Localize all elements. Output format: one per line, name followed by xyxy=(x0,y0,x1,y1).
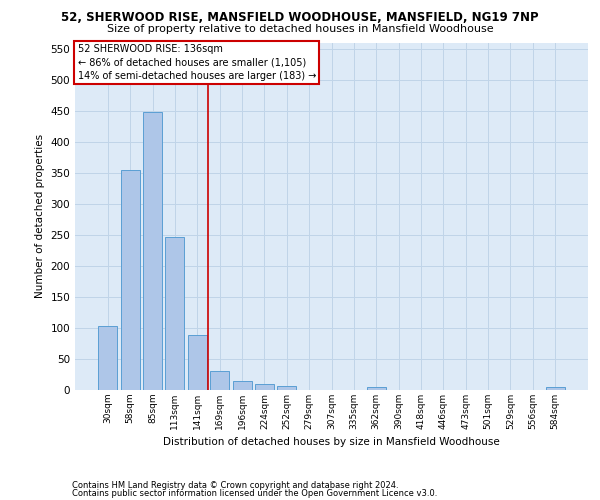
Bar xyxy=(210,372,229,390)
Bar xyxy=(255,384,274,390)
Text: 52 SHERWOOD RISE: 136sqm
← 86% of detached houses are smaller (1,105)
14% of sem: 52 SHERWOOD RISE: 136sqm ← 86% of detach… xyxy=(77,44,316,80)
Bar xyxy=(233,382,251,390)
Text: Contains public sector information licensed under the Open Government Licence v3: Contains public sector information licen… xyxy=(72,490,437,498)
Text: Contains HM Land Registry data © Crown copyright and database right 2024.: Contains HM Land Registry data © Crown c… xyxy=(72,481,398,490)
Bar xyxy=(367,387,386,390)
Bar xyxy=(143,112,162,390)
Bar xyxy=(121,170,140,390)
Bar xyxy=(545,387,565,390)
Bar xyxy=(188,336,207,390)
Text: Size of property relative to detached houses in Mansfield Woodhouse: Size of property relative to detached ho… xyxy=(107,24,493,34)
Text: 52, SHERWOOD RISE, MANSFIELD WOODHOUSE, MANSFIELD, NG19 7NP: 52, SHERWOOD RISE, MANSFIELD WOODHOUSE, … xyxy=(61,11,539,24)
Bar xyxy=(166,238,184,390)
X-axis label: Distribution of detached houses by size in Mansfield Woodhouse: Distribution of detached houses by size … xyxy=(163,438,500,448)
Bar xyxy=(98,326,118,390)
Y-axis label: Number of detached properties: Number of detached properties xyxy=(35,134,45,298)
Bar xyxy=(277,386,296,390)
